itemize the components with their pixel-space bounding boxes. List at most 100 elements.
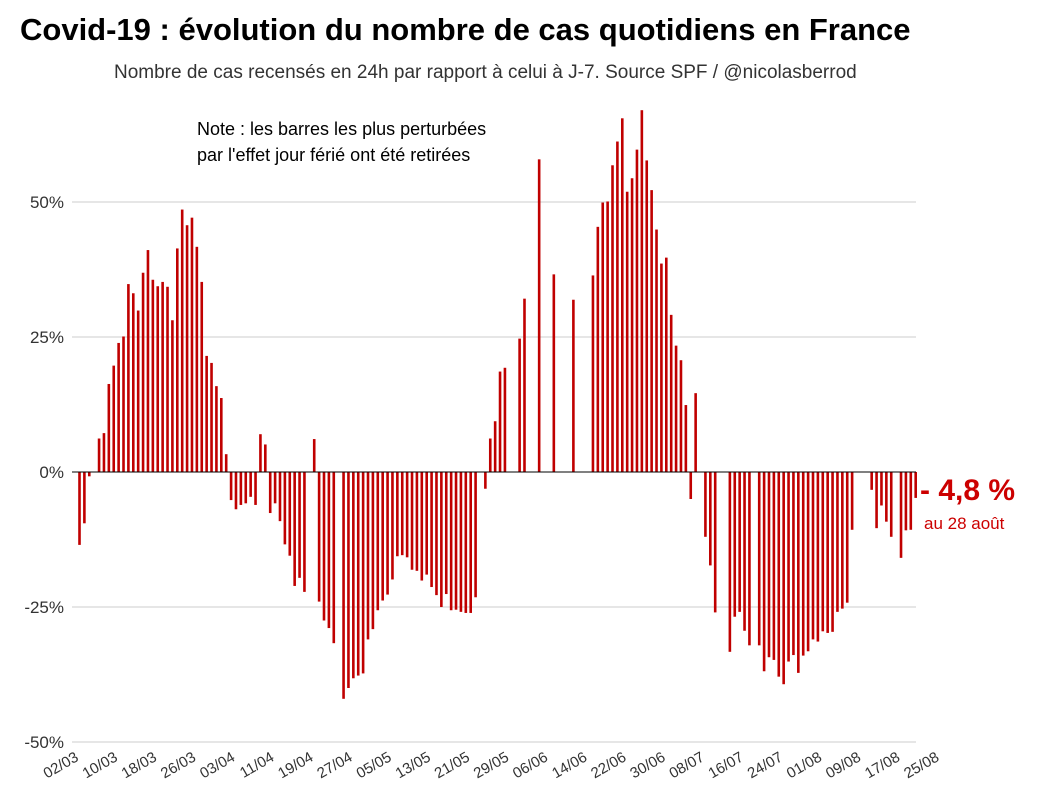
bar — [728, 472, 732, 652]
x-tick-label: 24/07 — [745, 749, 786, 782]
bar — [748, 472, 751, 646]
bar — [606, 201, 609, 472]
bar — [342, 472, 345, 699]
bar — [669, 314, 673, 472]
bar — [171, 320, 174, 472]
bar — [298, 472, 301, 578]
bar — [322, 472, 326, 621]
bar — [156, 286, 160, 472]
bar — [381, 472, 384, 601]
bar — [386, 472, 389, 595]
bar — [410, 472, 414, 570]
bar — [660, 263, 663, 472]
bar — [112, 365, 116, 472]
bar — [635, 149, 639, 472]
bar — [674, 345, 678, 472]
bar — [591, 275, 595, 472]
bar — [689, 472, 693, 499]
bar — [102, 433, 106, 472]
bar — [376, 472, 380, 611]
bar — [464, 472, 468, 613]
bar — [655, 229, 658, 472]
bar — [151, 279, 155, 472]
x-tick-label: 01/08 — [784, 749, 825, 782]
bar — [78, 472, 81, 545]
chart-note: Note : les barres les plus perturbées pa… — [197, 116, 486, 168]
bar — [415, 472, 419, 571]
bar — [185, 225, 189, 472]
bar — [777, 472, 781, 677]
bar — [405, 472, 409, 558]
bar — [601, 202, 605, 473]
bar — [640, 110, 644, 472]
bar — [176, 248, 179, 472]
bar — [249, 472, 252, 497]
bar — [283, 472, 287, 545]
bar — [904, 472, 908, 531]
bar — [797, 472, 800, 673]
bar — [259, 434, 262, 472]
bar — [909, 472, 913, 530]
bar — [850, 472, 854, 530]
bar — [273, 472, 277, 504]
bar — [899, 472, 903, 558]
bar — [572, 299, 575, 472]
bar — [679, 360, 683, 472]
bar — [630, 178, 634, 473]
y-tick-label: -50% — [24, 733, 64, 752]
y-axis-ticks: 50% 25% 0% -25% -50% — [24, 193, 64, 752]
bar — [914, 472, 917, 498]
x-tick-label: 26/03 — [158, 749, 199, 782]
latest-date-callout: au 28 août — [924, 514, 1005, 533]
x-tick-label: 05/05 — [353, 749, 394, 782]
note-line-1: Note : les barres les plus perturbées — [197, 119, 487, 139]
bar — [836, 472, 839, 612]
bar — [440, 472, 443, 607]
bar — [537, 159, 541, 472]
bar — [449, 472, 453, 611]
bar — [239, 472, 243, 505]
x-tick-label: 09/08 — [823, 749, 864, 782]
bar — [293, 472, 296, 586]
bar — [97, 438, 101, 472]
bar — [816, 472, 820, 642]
bar — [889, 472, 893, 537]
bar — [694, 393, 697, 472]
bar — [229, 472, 233, 501]
bar — [821, 472, 825, 632]
note-line-2: par l'effet jour férié ont été retirées — [197, 145, 471, 165]
chart-subtitle: Nombre de cas recensés en 24h par rappor… — [114, 62, 857, 83]
bar — [826, 472, 829, 633]
bar — [709, 472, 712, 566]
bar — [400, 472, 404, 556]
bar — [787, 472, 790, 662]
x-tick-label: 06/06 — [510, 749, 551, 782]
bar — [498, 371, 502, 472]
bar — [200, 281, 204, 472]
bar — [875, 472, 878, 529]
bar — [303, 472, 306, 592]
bar — [420, 472, 424, 581]
x-tick-label: 11/04 — [237, 749, 277, 782]
bar — [880, 472, 883, 506]
bar — [435, 472, 438, 596]
bar — [782, 472, 785, 685]
x-tick-label: 18/03 — [119, 749, 160, 782]
x-tick-label: 13/05 — [393, 749, 434, 782]
x-tick-label: 25/08 — [901, 749, 942, 782]
bar — [195, 246, 199, 472]
bar — [831, 472, 834, 632]
bar — [215, 386, 218, 472]
bar — [704, 472, 707, 537]
x-tick-label: 30/06 — [627, 749, 668, 782]
chart-title: Covid-19 : évolution du nombre de cas qu… — [20, 12, 911, 47]
bar — [552, 274, 556, 472]
bar — [611, 165, 614, 472]
bar — [327, 472, 331, 629]
bar — [146, 250, 150, 472]
bar — [288, 472, 292, 556]
bar — [459, 472, 463, 612]
bar — [391, 472, 394, 580]
x-tick-label: 22/06 — [588, 749, 629, 782]
